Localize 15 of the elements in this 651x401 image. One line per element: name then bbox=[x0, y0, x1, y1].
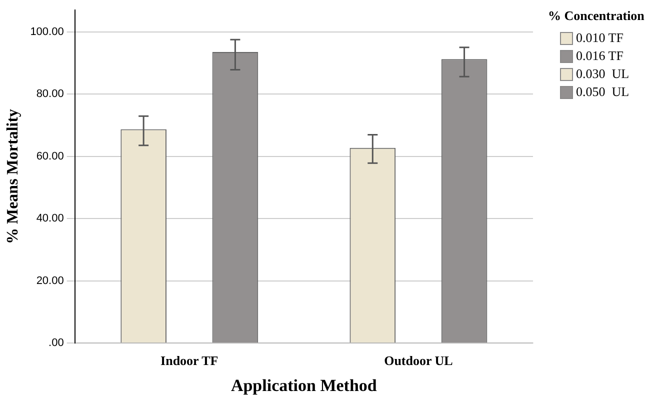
y-tick-label: 20.00 bbox=[36, 274, 64, 287]
y-tick-label: 60.00 bbox=[36, 150, 64, 162]
legend-label: 0.016 TF bbox=[576, 48, 624, 64]
legend-label: 0.010 TF bbox=[576, 30, 624, 46]
y-tick-label: 40.00 bbox=[36, 212, 64, 225]
y-tick-label: 100.00 bbox=[30, 26, 64, 38]
legend-label: 0.050 UL bbox=[576, 84, 630, 100]
legend-label: 0.030 UL bbox=[576, 66, 630, 82]
x-axis-title: Application Method bbox=[230, 376, 378, 396]
y-tick-label: 80.00 bbox=[36, 88, 64, 100]
y-axis-title: % Means Mortality bbox=[4, 108, 22, 244]
legend-title: % Concentration bbox=[548, 8, 644, 24]
x-tick-label: Outdoor UL bbox=[384, 353, 454, 368]
y-tick-label: .00 bbox=[48, 337, 64, 350]
x-tick-label: Indoor TF bbox=[160, 353, 218, 368]
